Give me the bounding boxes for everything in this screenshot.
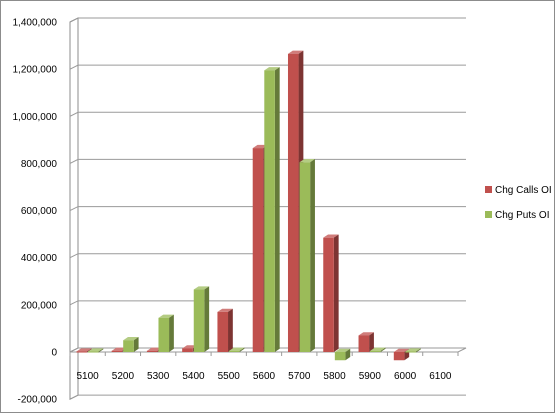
x-tick-label: 5100	[77, 371, 100, 382]
x-tick-label: 5200	[112, 371, 135, 382]
x-tick-label: 5300	[147, 371, 170, 382]
x-tick-label: 5900	[359, 371, 382, 382]
bar-calls	[358, 332, 374, 352]
gridline	[69, 111, 466, 117]
y-tick-label: 1,400,000	[13, 18, 58, 29]
bar-puts	[123, 337, 139, 352]
x-tick-label: 5700	[288, 371, 311, 382]
bar-puts	[370, 347, 386, 352]
y-axis-ticks: 1,400,000 1,200,000 1,000,000 800,000 600,00…	[13, 18, 58, 406]
bar-puts	[405, 348, 421, 353]
gridline	[69, 64, 466, 70]
gridline	[69, 206, 466, 212]
legend-swatch	[485, 186, 492, 193]
x-tick-label: 5400	[182, 371, 205, 382]
x-tick-label: 5800	[323, 371, 346, 382]
bar-puts	[193, 286, 210, 352]
y-tick-label: 1,200,000	[13, 65, 58, 76]
y-tick-label: 600,000	[21, 206, 58, 217]
bar-calls	[217, 308, 233, 352]
bar-puts	[87, 348, 104, 353]
y-tick-label: 200,000	[21, 300, 58, 311]
x-tick-label: 6100	[429, 371, 452, 382]
bar-calls	[323, 234, 339, 352]
bars	[76, 50, 421, 361]
gridline	[69, 17, 466, 23]
legend-swatch	[485, 211, 492, 218]
y-tick-label: 800,000	[21, 159, 58, 170]
x-tick-label: 6000	[394, 371, 417, 382]
legend-label: Chg Puts OI	[495, 210, 549, 221]
legend: Chg Calls OI Chg Puts OI	[485, 185, 552, 221]
x-tick-label: 5500	[218, 371, 241, 382]
bar-calls	[393, 348, 410, 361]
gridline	[69, 158, 466, 164]
x-axis-ticks: 5100 5200 5300 5400 5500 5600 5700 5800 5900 6000…	[69, 352, 459, 382]
legend-label: Chg Calls OI	[495, 185, 552, 196]
bar-puts	[229, 347, 245, 352]
bar-puts	[158, 314, 174, 352]
x-tick-label: 5600	[253, 371, 276, 382]
gridline	[69, 394, 466, 400]
bar-puts	[334, 348, 351, 361]
y-tick-label: 1,000,000	[13, 112, 58, 123]
bar-puts	[264, 67, 280, 353]
y-tick-label: 400,000	[21, 253, 58, 264]
bar-puts	[299, 159, 315, 352]
y-tick-label: 0	[51, 348, 57, 359]
y-tick-label: -200,000	[18, 395, 58, 406]
